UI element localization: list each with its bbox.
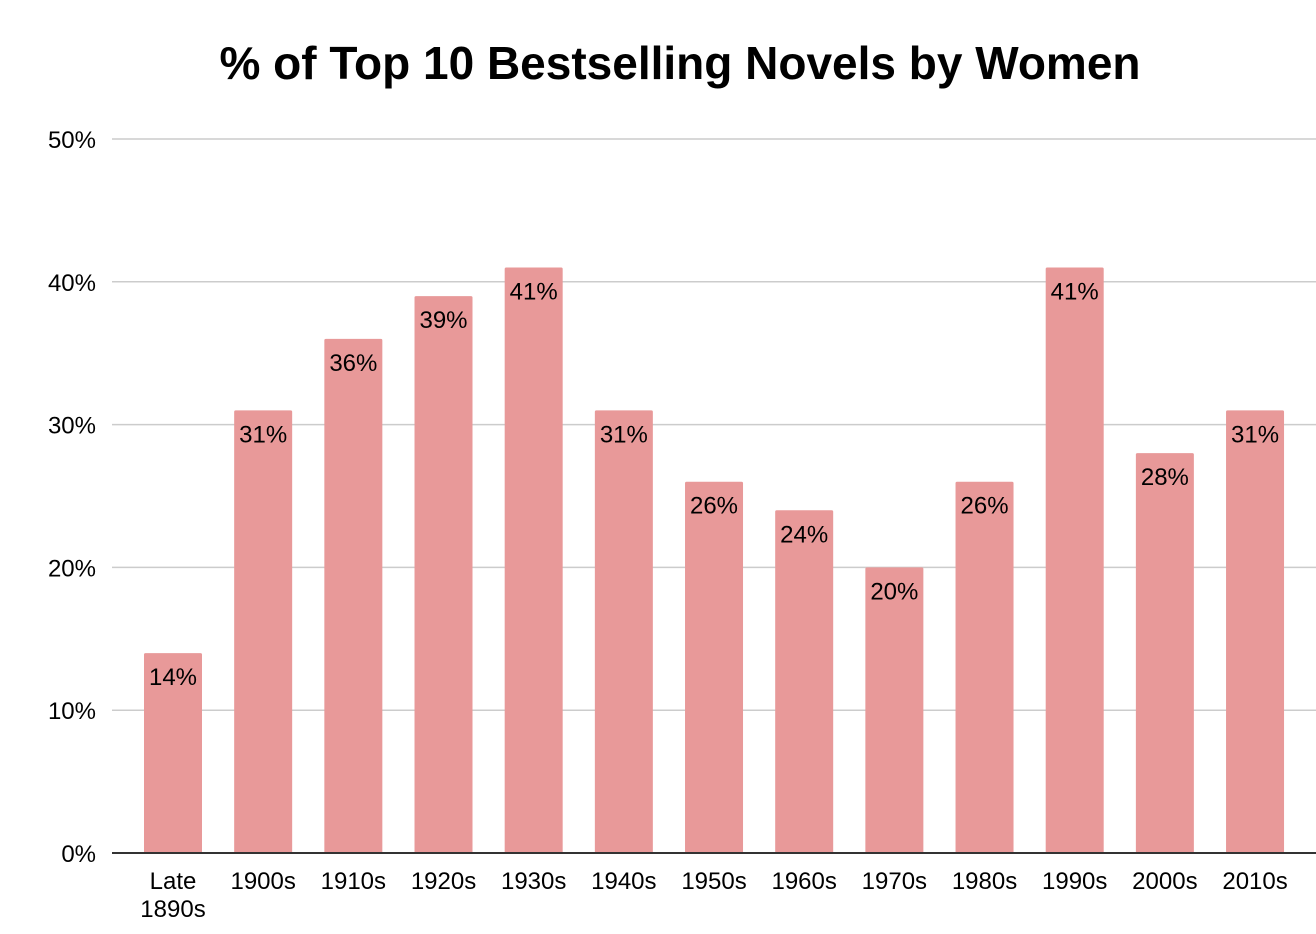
bar <box>1045 267 1104 853</box>
data-label: 36% <box>329 350 377 377</box>
y-tick-label: 10% <box>48 698 96 725</box>
y-tick-label: 30% <box>48 413 96 440</box>
bar <box>414 296 473 854</box>
x-tick-label: 1980s <box>952 868 1017 895</box>
bar <box>955 481 1014 853</box>
x-tick-label: 2010s <box>1222 868 1287 895</box>
bar <box>1135 453 1194 853</box>
y-axis-tick-labels: 0% 10% 20% 30% 40% 50% <box>48 127 96 868</box>
y-tick-label: 0% <box>61 841 96 868</box>
data-label: 14% <box>149 664 197 691</box>
data-labels: 14% 31% 36% 39% 41% 31% 26% 24% 20% 26% 41% 28% 31% <box>149 279 1279 692</box>
x-tick-label: 1990s <box>1042 868 1107 895</box>
data-label: 31% <box>600 421 648 448</box>
x-tick-label: 1890s <box>140 896 205 923</box>
bar <box>144 653 202 853</box>
bar <box>775 510 834 853</box>
x-tick-label: 1950s <box>681 868 746 895</box>
data-label: 20% <box>870 578 918 605</box>
data-label: 28% <box>1141 464 1189 491</box>
bar <box>865 567 924 853</box>
data-label: 26% <box>961 493 1009 520</box>
bars <box>144 267 1285 854</box>
data-label: 31% <box>1231 421 1279 448</box>
bar <box>594 410 653 853</box>
data-label: 39% <box>419 307 467 334</box>
chart-title: % of Top 10 Bestselling Novels by Women <box>219 37 1141 89</box>
y-tick-label: 50% <box>48 127 96 154</box>
data-label: 41% <box>510 279 558 306</box>
x-tick-label: 1930s <box>501 868 566 895</box>
bar <box>504 267 563 853</box>
x-tick-label: Late <box>150 868 197 895</box>
x-tick-label: 1910s <box>321 868 386 895</box>
x-tick-label: 1940s <box>591 868 656 895</box>
x-tick-label: 2000s <box>1132 868 1197 895</box>
bar <box>685 481 744 853</box>
bar <box>1226 410 1285 853</box>
bar <box>234 410 293 853</box>
y-tick-label: 20% <box>48 555 96 582</box>
data-label: 26% <box>690 493 738 520</box>
y-tick-label: 40% <box>48 270 96 297</box>
x-tick-label: 1920s <box>411 868 476 895</box>
x-tick-label: 1900s <box>230 868 295 895</box>
bar <box>324 338 383 853</box>
x-tick-label: 1960s <box>771 868 836 895</box>
data-label: 24% <box>780 521 828 548</box>
data-label: 31% <box>239 421 287 448</box>
data-label: 41% <box>1051 279 1099 306</box>
x-tick-label: 1970s <box>862 868 927 895</box>
